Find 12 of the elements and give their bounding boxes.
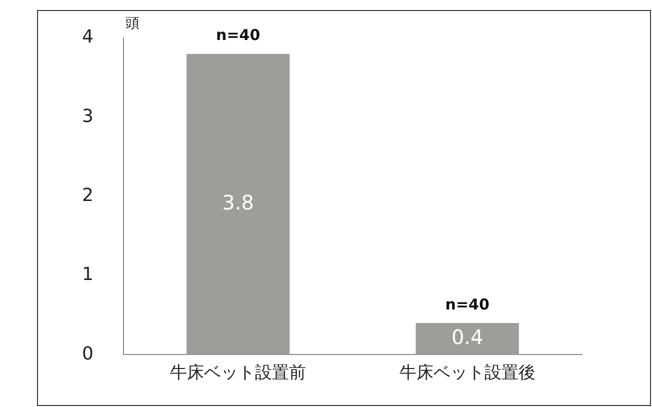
y-tick-label: 2 xyxy=(82,184,94,206)
y-tick-label: 3 xyxy=(82,106,94,127)
y-tick-label: 1 xyxy=(82,264,94,286)
y-tick-label: 4 xyxy=(82,26,94,48)
x-tick-label: 牛床ベット設置前 xyxy=(170,363,306,384)
annotation: n=40 xyxy=(216,26,260,44)
data-label: 0.4 xyxy=(451,324,484,349)
annotation: n=40 xyxy=(445,295,490,314)
x-tick-label: 牛床ベット設置後 xyxy=(399,363,536,384)
y-axis-title: 頭 xyxy=(125,16,140,32)
y-tick-label: 0 xyxy=(82,343,94,364)
data-label: 3.8 xyxy=(222,190,254,214)
